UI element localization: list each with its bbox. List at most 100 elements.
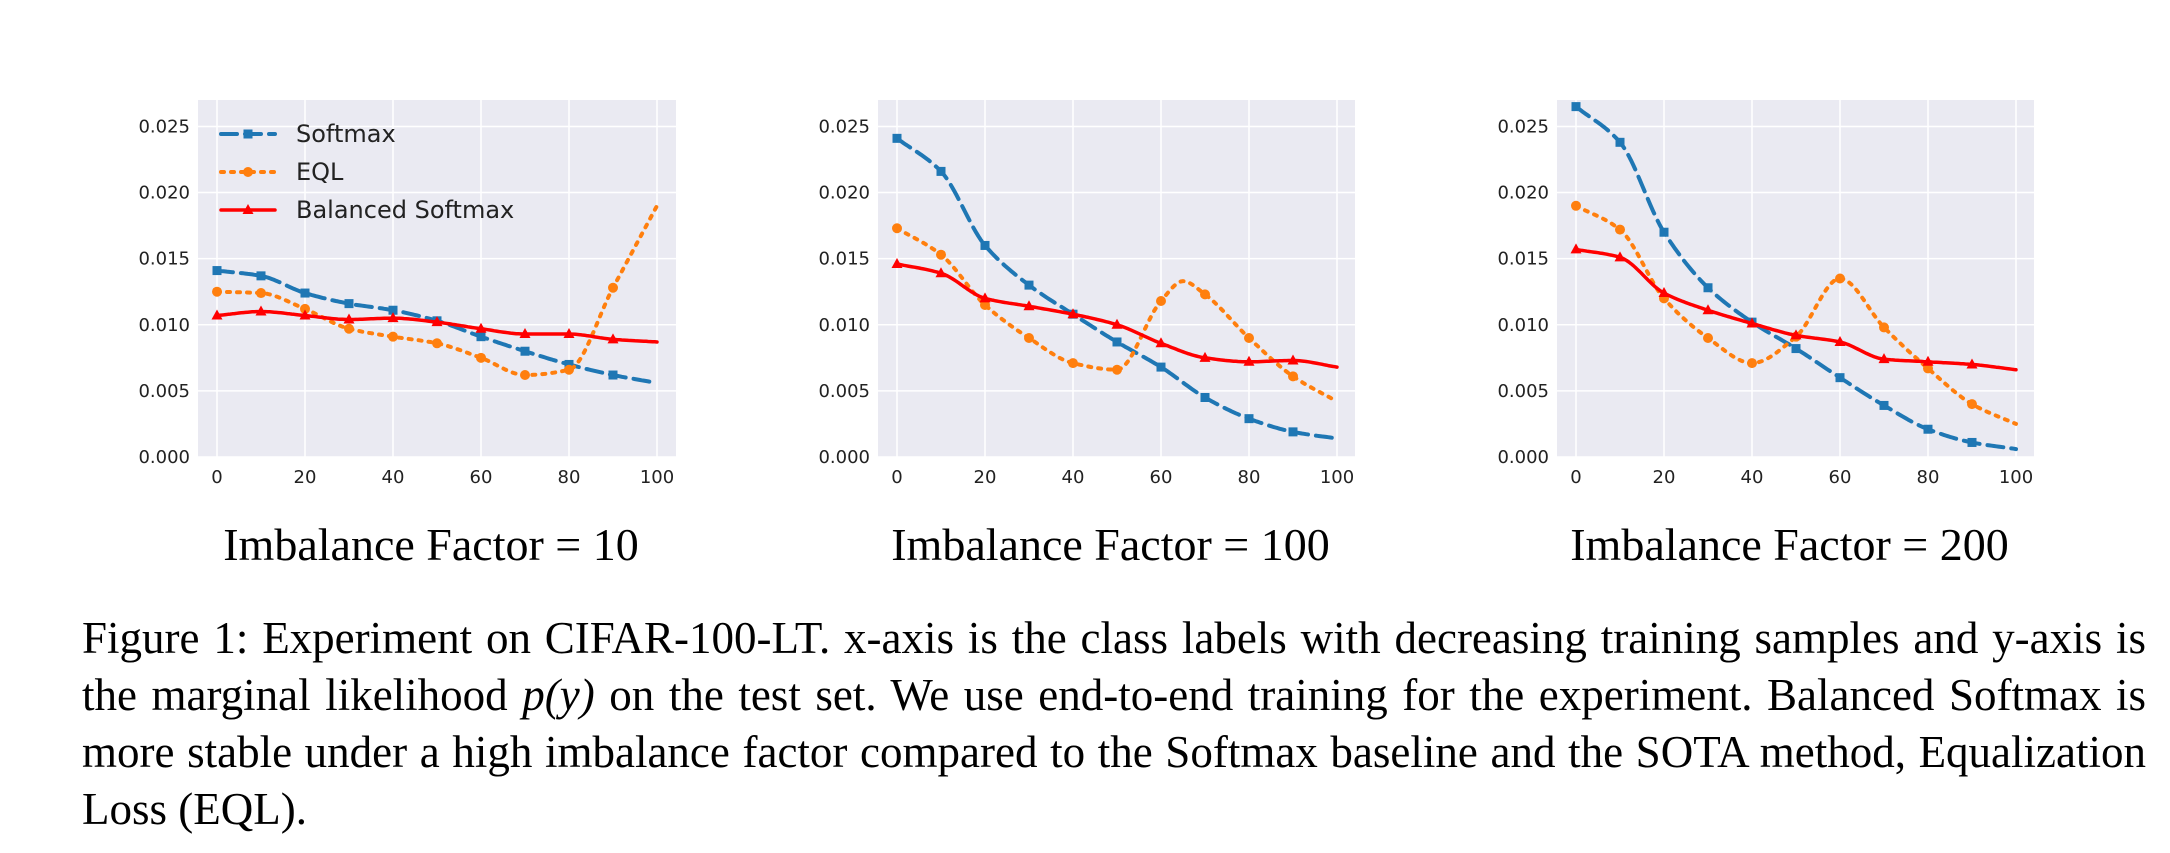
data-point-balanced-softmax <box>1746 317 1758 328</box>
data-point-balanced-softmax <box>1243 355 1255 366</box>
chart-panel-2: 0.000 0.005 0.010 0.015 0.020 0.025 0 20 40 60 80 1… <box>818 100 1355 570</box>
x-tick-label: 0 <box>891 467 902 488</box>
x-tick-label: 0 <box>211 467 222 488</box>
x-tick-label: 80 <box>1917 467 1940 488</box>
chart-panel-1: 0.000 0.005 0.010 0.015 0.020 0.025 0 20 40 60 80 1… <box>138 100 676 570</box>
data-point-softmax <box>344 299 354 309</box>
data-point-eql <box>388 331 398 342</box>
data-point-balanced-softmax <box>431 316 443 327</box>
data-point-eql <box>1747 358 1757 369</box>
data-point-balanced-softmax <box>1111 318 1123 329</box>
data-point-eql <box>980 299 990 310</box>
legend-marker <box>243 129 253 139</box>
data-point-balanced-softmax <box>1834 335 1846 346</box>
data-point-softmax <box>1835 373 1845 383</box>
y-tick-label: 0.020 <box>818 183 870 204</box>
plot-area <box>198 100 676 457</box>
data-point-softmax <box>936 166 946 176</box>
legend-label-softmax: Softmax <box>296 120 396 148</box>
chart-panel-3: 0.000 0.005 0.010 0.015 0.020 0.025 0 20 40 60 80 1… <box>1497 100 2034 570</box>
data-point-softmax <box>1112 337 1122 347</box>
data-point-balanced-softmax <box>1922 355 1934 366</box>
data-point-softmax <box>1923 424 1933 434</box>
x-tick-label: 100 <box>640 467 674 488</box>
x-tick-label: 80 <box>1238 467 1261 488</box>
data-point-softmax <box>980 240 990 250</box>
data-point-eql <box>1112 364 1122 375</box>
x-tick-label: 20 <box>294 467 317 488</box>
y-tick-label: 0.025 <box>818 116 870 137</box>
data-point-eql <box>1244 333 1254 343</box>
data-point-softmax <box>1156 362 1166 372</box>
data-point-eql <box>212 286 222 297</box>
legend-label-balanced-softmax: Balanced Softmax <box>296 196 514 224</box>
legend-label-eql: EQL <box>296 158 344 186</box>
figure-caption: Figure 1: Experiment on CIFAR-100-LT. x-… <box>82 610 2146 838</box>
caption-text-2: on the test set. We use end-to-end train… <box>82 670 2147 834</box>
data-point-eql <box>1156 295 1166 306</box>
figure: 0.000 0.005 0.010 0.015 0.020 0.025 0 20 40 60 80 1… <box>138 100 2034 570</box>
x-tick-label: 60 <box>1150 467 1173 488</box>
data-point-softmax <box>1659 227 1669 237</box>
data-point-softmax <box>388 305 398 315</box>
data-point-balanced-softmax <box>979 292 991 303</box>
x-tick-label: 40 <box>1062 467 1085 488</box>
y-tick-label: 0.020 <box>1497 183 1549 204</box>
data-point-softmax <box>1288 427 1298 437</box>
data-point-softmax <box>256 271 266 281</box>
y-tick-label: 0.005 <box>818 381 870 402</box>
y-tick-label: 0.005 <box>1497 381 1549 402</box>
data-point-softmax <box>892 133 902 143</box>
data-point-balanced-softmax <box>1287 354 1299 365</box>
y-tick-label: 0.000 <box>1497 447 1549 468</box>
data-point-eql <box>1967 399 1977 410</box>
data-point-eql <box>520 370 530 381</box>
y-tick-label: 0.015 <box>138 249 190 270</box>
data-point-eql <box>300 303 310 314</box>
x-tick-label: 80 <box>558 467 581 488</box>
data-point-softmax <box>1791 344 1801 354</box>
y-tick-label: 0.025 <box>138 116 190 137</box>
y-tick-label: 0.015 <box>818 249 870 270</box>
data-point-eql <box>1288 371 1298 382</box>
data-point-balanced-softmax <box>607 333 619 344</box>
x-tick-label: 40 <box>1741 467 1764 488</box>
data-point-balanced-softmax <box>935 267 947 278</box>
data-point-eql <box>432 338 442 349</box>
data-point-balanced-softmax <box>343 313 355 324</box>
x-tick-label: 60 <box>1829 467 1852 488</box>
chart-title: Imbalance Factor = 100 <box>891 519 1330 570</box>
data-point-eql <box>1571 200 1581 211</box>
data-point-eql <box>1923 363 1933 374</box>
data-point-balanced-softmax <box>387 312 399 323</box>
data-point-softmax <box>608 370 618 380</box>
data-point-eql <box>1879 322 1889 333</box>
x-tick-label: 60 <box>470 467 493 488</box>
caption-label: Figure 1: <box>82 613 249 663</box>
data-point-softmax <box>476 332 486 342</box>
x-tick-label: 20 <box>974 467 997 488</box>
data-point-softmax <box>1200 393 1210 402</box>
chart-title: Imbalance Factor = 10 <box>223 519 639 570</box>
x-tick-label: 0 <box>1570 467 1581 488</box>
data-point-balanced-softmax <box>563 328 575 339</box>
y-tick-label: 0.005 <box>138 381 190 402</box>
data-point-softmax <box>1571 102 1581 112</box>
data-point-eql <box>1068 358 1078 369</box>
data-point-eql <box>344 323 354 334</box>
data-point-balanced-softmax <box>1702 304 1714 315</box>
data-point-balanced-softmax <box>475 322 487 333</box>
data-point-eql <box>1024 333 1034 343</box>
data-point-softmax <box>1244 414 1254 424</box>
data-point-softmax <box>520 346 530 356</box>
data-point-balanced-softmax <box>299 309 311 320</box>
x-tick-label: 20 <box>1653 467 1676 488</box>
data-point-eql <box>1615 224 1625 235</box>
data-point-eql <box>256 288 266 299</box>
data-point-balanced-softmax <box>1878 353 1890 364</box>
data-point-softmax <box>1615 137 1625 147</box>
chart-title: Imbalance Factor = 200 <box>1570 519 2009 570</box>
y-tick-label: 0.025 <box>1497 116 1549 137</box>
caption-text-1: Experiment on CIFAR-100-LT. x-axis is th… <box>82 613 2146 720</box>
y-tick-label: 0.010 <box>1497 315 1549 336</box>
